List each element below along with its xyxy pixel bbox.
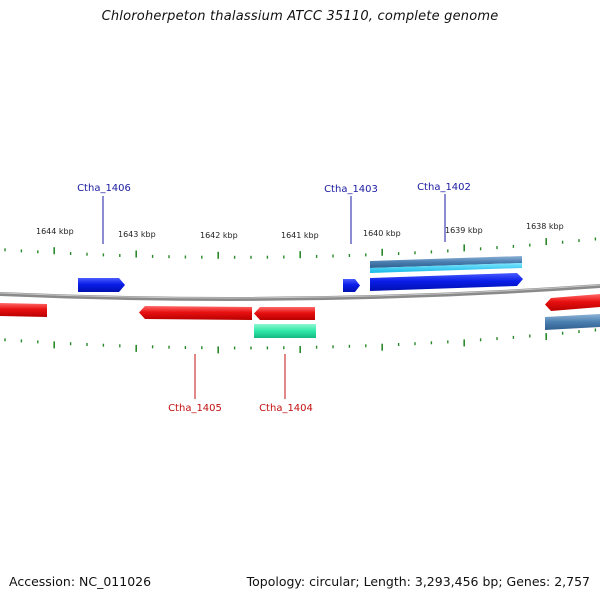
gene-ctha-1405-arrow[interactable] xyxy=(139,306,252,320)
scale-label: 1638 kbp xyxy=(526,222,564,231)
scale-label: 1641 kbp xyxy=(281,231,319,240)
map-title: Chloroherpeton thalassium ATCC 35110, co… xyxy=(101,9,499,24)
gene-label-ctha-1402[interactable]: Ctha_1402 xyxy=(417,182,471,193)
gene-ctha-1403-arrow[interactable] xyxy=(343,279,360,292)
gene-ctha-1402-arrow[interactable] xyxy=(370,273,523,291)
scale-label: 1643 kbp xyxy=(118,230,156,239)
outer-tick-ring xyxy=(4,237,597,259)
scale-label: 1640 kbp xyxy=(363,229,401,238)
gene-ctha-1402-rna-bar[interactable] xyxy=(370,256,522,268)
gene-ctha-1404-misc-bar[interactable] xyxy=(254,324,316,338)
inner-tick-ring xyxy=(4,328,597,354)
gene-label-ctha-1403[interactable]: Ctha_1403 xyxy=(324,184,378,195)
gene-ctha-1406-arrow[interactable] xyxy=(78,278,125,292)
scale-label: 1639 kbp xyxy=(445,226,483,235)
gene-label-ctha-1405[interactable]: Ctha_1405 xyxy=(168,403,222,414)
gene-ctha-1402-rna-bar-light[interactable] xyxy=(370,263,522,273)
scale-label: 1642 kbp xyxy=(200,231,238,240)
topology-summary: Topology: circular; Length: 3,293,456 bp… xyxy=(246,574,590,589)
genome-backbone xyxy=(0,284,600,301)
gene-right-edge-arrow[interactable] xyxy=(545,294,600,311)
accession-text: Accession: NC_011026 xyxy=(9,574,152,589)
gene-left-edge-arrow[interactable] xyxy=(0,303,47,317)
gene-label-ctha-1406[interactable]: Ctha_1406 xyxy=(77,183,131,194)
scale-label: 1644 kbp xyxy=(36,227,74,236)
gene-right-edge-rna-bar[interactable] xyxy=(545,314,600,330)
gene-label-ctha-1404[interactable]: Ctha_1404 xyxy=(259,403,313,414)
gene-ctha-1404-arrow[interactable] xyxy=(254,307,315,320)
